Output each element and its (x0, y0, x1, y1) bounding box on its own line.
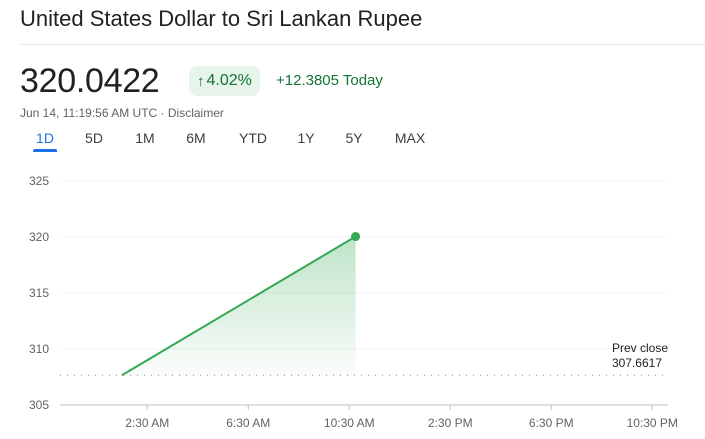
x-tick-label: 2:30 AM (125, 416, 169, 430)
tab-5d[interactable]: 5D (85, 130, 103, 146)
x-tick-label: 10:30 PM (627, 416, 678, 430)
tab-ytd[interactable]: YTD (239, 130, 267, 146)
y-tick-label: 320 (29, 230, 49, 244)
tab-max[interactable]: MAX (394, 130, 426, 146)
price-line (121, 235, 357, 377)
timestamp: Jun 14, 11:19:56 AM UTC (20, 106, 158, 120)
divider (20, 44, 705, 45)
tab-5y[interactable]: 5Y (345, 130, 363, 146)
x-tick-label: 10:30 AM (324, 416, 375, 430)
y-tick-label: 315 (29, 286, 49, 300)
timestamp-line: Jun 14, 11:19:56 AM UTC · Disclaimer (20, 106, 224, 120)
separator-dot: · (160, 106, 165, 120)
x-tick-label: 6:30 PM (529, 416, 574, 430)
y-tick-label: 310 (29, 342, 49, 356)
y-tick-label: 305 (29, 398, 49, 412)
disclaimer-link[interactable]: Disclaimer (167, 106, 224, 120)
prev-close-value: 307.6617 (612, 356, 662, 370)
tab-6m[interactable]: 6M (186, 130, 206, 146)
tab-1m[interactable]: 1M (135, 130, 155, 146)
tab-1y[interactable]: 1Y (297, 130, 315, 146)
x-tick-label: 2:30 PM (428, 416, 473, 430)
x-tick-label: 6:30 AM (226, 416, 270, 430)
percent-change: 4.02% (206, 72, 252, 89)
current-price-point (351, 232, 361, 242)
tab-1d[interactable]: 1D (33, 130, 57, 152)
page-title: United States Dollar to Sri Lankan Rupee (20, 6, 423, 31)
current-price: 320.0422 (20, 62, 160, 100)
absolute-change: +12.3805 Today (276, 72, 383, 89)
price-area-fill (122, 236, 356, 376)
percent-change-badge: ↑ 4.02% (189, 66, 260, 96)
arrow-up-icon: ↑ (197, 72, 205, 90)
y-tick-label: 325 (29, 174, 49, 188)
prev-close-label: Prev close (612, 341, 668, 355)
